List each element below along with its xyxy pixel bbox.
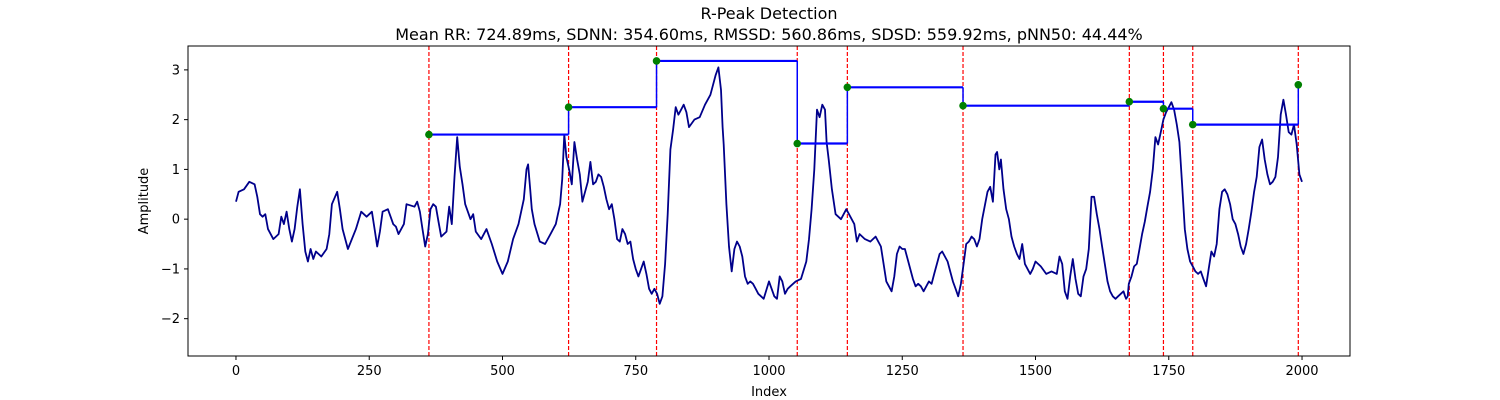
x-tick-label: 2000	[1285, 364, 1318, 379]
x-tick-label: 750	[623, 364, 648, 379]
peak-marker	[652, 57, 661, 65]
x-tick-label: 1000	[752, 364, 785, 379]
x-tick-label: 1500	[1019, 364, 1052, 379]
y-axis-label: Amplitude	[137, 168, 152, 235]
peak-marker	[1294, 81, 1303, 89]
y-axis: −2 −1 0 1 2 3	[161, 63, 188, 327]
y-tick-label: 1	[172, 163, 180, 178]
x-tick-label: 500	[490, 364, 515, 379]
x-axis-label: Index	[751, 385, 787, 400]
y-tick-label: 0	[172, 213, 180, 228]
peak-marker	[793, 139, 802, 148]
plot-area	[235, 46, 1303, 356]
y-tick-label: 2	[172, 113, 180, 128]
peak-marker	[1188, 120, 1197, 129]
x-tick-label: 0	[232, 364, 240, 379]
peak-marker	[1159, 104, 1168, 113]
signal-line	[235, 66, 1303, 305]
peak-marker	[1125, 97, 1134, 106]
peak-marker	[959, 101, 967, 110]
chart-title: R-Peak Detection	[700, 4, 837, 23]
x-tick-label: 1250	[886, 364, 919, 379]
chart-subtitle: Mean RR: 724.89ms, SDNN: 354.60ms, RMSSD…	[395, 25, 1143, 44]
plot-frame	[187, 45, 1351, 357]
y-tick-label: −1	[161, 262, 180, 277]
x-axis: 0 250 500 750 1000 1250 1500 1750 2000	[232, 356, 1319, 379]
peak-marker	[564, 103, 573, 112]
peak-marker	[843, 83, 852, 92]
y-tick-label: −2	[161, 312, 180, 327]
x-tick-label: 250	[357, 364, 382, 379]
peak-marker	[425, 130, 433, 139]
y-tick-label: 3	[172, 63, 180, 78]
x-tick-label: 1750	[1152, 364, 1185, 379]
